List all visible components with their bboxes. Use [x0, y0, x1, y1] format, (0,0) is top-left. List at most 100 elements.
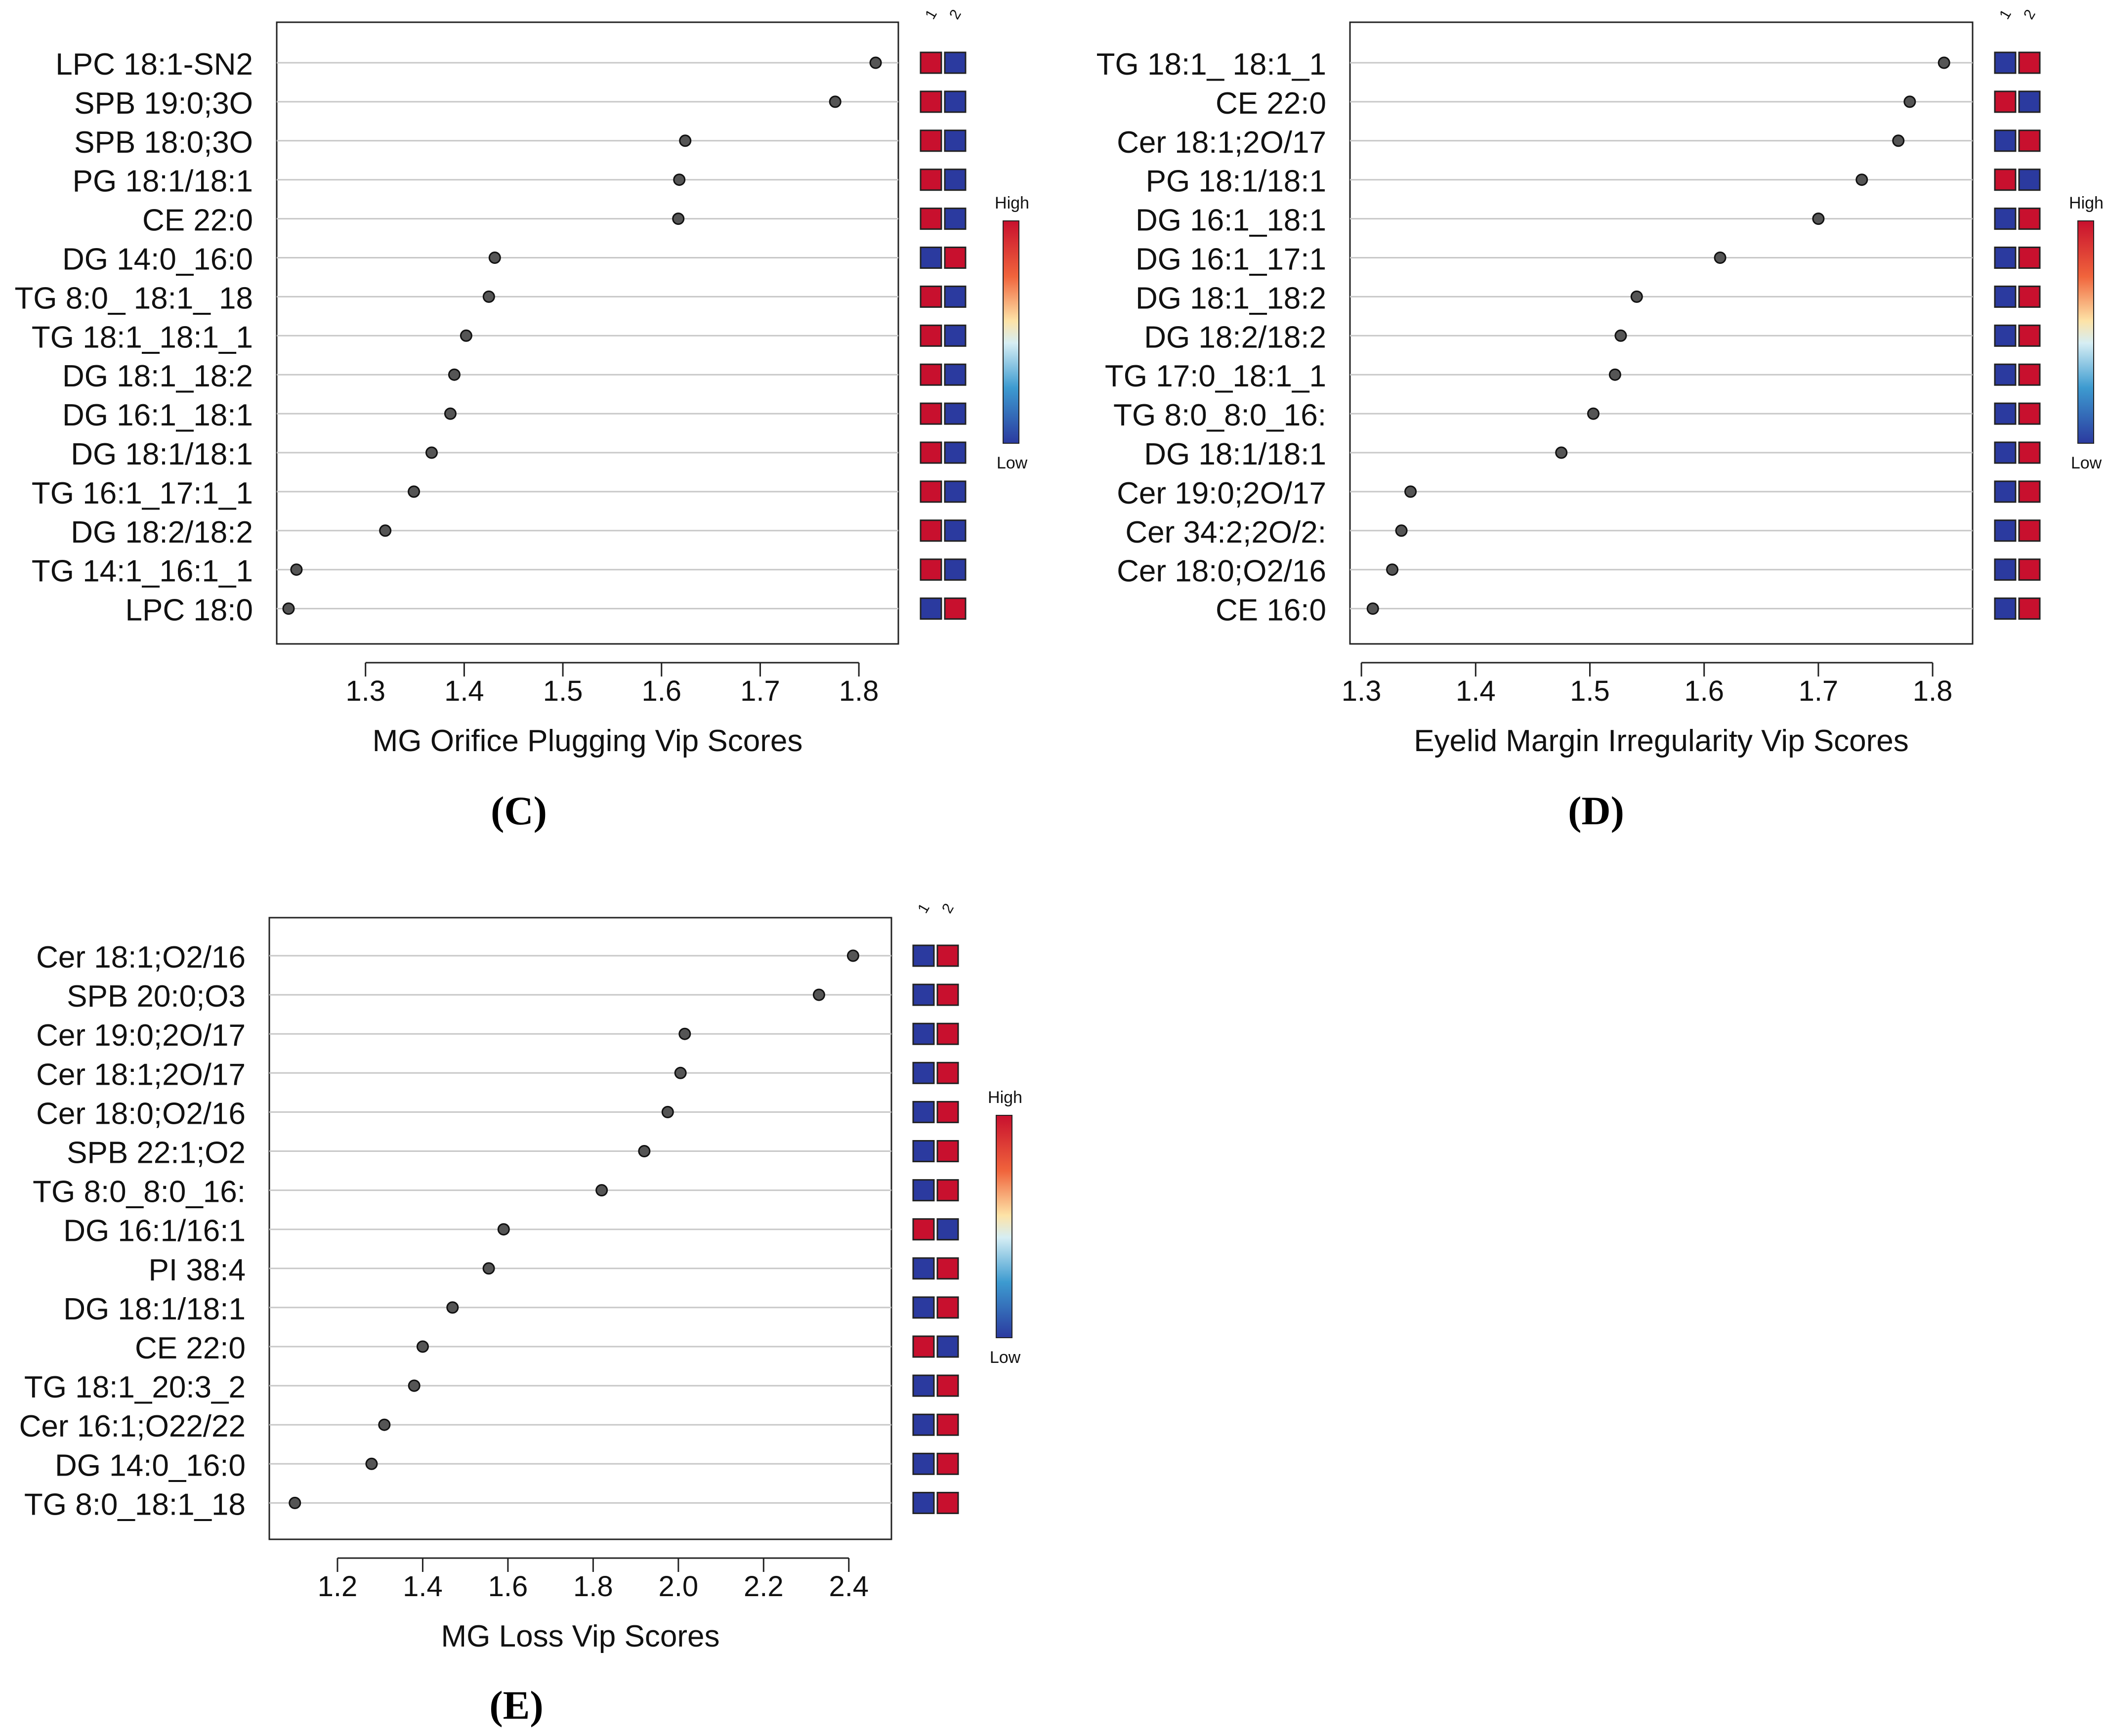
- row-label: Cer 18:0;O2/16: [1117, 554, 1326, 589]
- legend-high-label: High: [988, 1088, 1022, 1107]
- panel-e-chart: Cer 18:1;O2/16 SPB 20:0;O3 Cer 19:0;2O/17 C…: [19, 901, 1022, 1653]
- data-point: [678, 1027, 691, 1040]
- panel-label-e: (E): [489, 1683, 543, 1728]
- group-2-square: [936, 1061, 959, 1084]
- group-1-square: [1994, 285, 2017, 308]
- row-label: TG 14:1_16:1_1: [32, 554, 253, 589]
- group-2-square: [944, 597, 967, 620]
- group-1-square: [920, 90, 942, 113]
- group-2-square: [936, 1374, 959, 1397]
- group-2-square: [936, 1491, 959, 1514]
- group-2-square: [936, 1257, 959, 1280]
- panel-c-chart: LPC 18:1-SN2 SPB 19:0;3O SPB 18:0;3O PG 18:…: [14, 7, 1029, 758]
- x-tick-label: 1.3: [1342, 675, 1382, 707]
- data-point: [365, 1457, 378, 1470]
- row-label: DG 16:1_17:1: [1136, 243, 1326, 277]
- group-1-square: [912, 1179, 935, 1202]
- plot-frame: [1349, 21, 1974, 645]
- row-label: TG 8:0_8:0_16:: [1113, 398, 1326, 432]
- data-point: [416, 1340, 429, 1353]
- row-label: DG 18:1/18:1: [71, 437, 253, 471]
- group-2-square: [936, 1140, 959, 1162]
- data-point: [672, 212, 685, 225]
- group-1-square: [912, 944, 935, 967]
- group-1-square: [920, 208, 942, 230]
- data-point: [1938, 56, 1950, 69]
- group-2-square: [944, 51, 967, 74]
- group-2-square: [936, 1452, 959, 1475]
- row-label: DG 16:1/16:1: [63, 1214, 246, 1248]
- group-column-label: 2: [946, 7, 965, 22]
- group-1-square: [912, 1335, 935, 1358]
- data-point: [482, 290, 495, 303]
- group-1-square: [1994, 169, 2017, 191]
- group-1-square: [912, 983, 935, 1006]
- row-label: Cer 18:1;O2/16: [36, 940, 246, 974]
- data-point: [1714, 252, 1727, 264]
- row-label: SPB 18:0;3O: [74, 126, 253, 160]
- group-2-square: [944, 169, 967, 191]
- group-column-label: 1: [1996, 7, 2015, 22]
- row-label: CE 22:0: [142, 204, 253, 238]
- group-2-square: [944, 285, 967, 308]
- group-2-square: [936, 1335, 959, 1358]
- group-1-square: [1994, 597, 2017, 620]
- row-label: TG 8:0_8:0_16:: [33, 1175, 246, 1209]
- row-label: DG 18:2/18:2: [71, 515, 253, 550]
- group-2-square: [2018, 90, 2041, 113]
- group-1-square: [920, 441, 942, 464]
- x-tick-label: 1.7: [1799, 675, 1839, 707]
- data-point: [1366, 602, 1379, 615]
- x-tick-label: 2.4: [829, 1570, 869, 1603]
- data-point: [378, 1418, 391, 1431]
- row-label: SPB 19:0;3O: [74, 86, 253, 121]
- panel-label-d: (D): [1568, 788, 1624, 833]
- group-1-square: [1994, 247, 2017, 269]
- data-point: [1395, 524, 1408, 537]
- group-1-square: [912, 1101, 935, 1123]
- legend-high-label: High: [2069, 194, 2104, 212]
- group-2-square: [2018, 480, 2041, 503]
- row-label: TG 16:1_17:1_1: [32, 476, 253, 510]
- panel-d-chart: TG 18:1_ 18:1_1 CE 22:0 Cer 18:1;2O/17 PG 1…: [1096, 7, 2104, 758]
- x-tick-label: 1.4: [403, 1570, 443, 1603]
- row-label: TG 8:0_ 18:1_ 18: [14, 281, 253, 315]
- data-point: [595, 1184, 608, 1197]
- group-2-square: [2018, 519, 2041, 542]
- data-point: [1608, 368, 1621, 381]
- group-1-square: [912, 1022, 935, 1045]
- x-tick-label: 1.6: [488, 1570, 528, 1603]
- row-label: TG 18:1_ 18:1_1: [1096, 47, 1326, 82]
- group-2-square: [944, 480, 967, 503]
- row-label: Cer 18:1;2O/17: [36, 1058, 246, 1092]
- legend-low-label: Low: [2071, 454, 2102, 472]
- group-2-square: [2018, 597, 2041, 620]
- group-2-square: [2018, 208, 2041, 230]
- data-point: [1404, 485, 1417, 498]
- row-label: CE 16:0: [1216, 593, 1326, 628]
- data-point: [1386, 563, 1399, 576]
- group-1-square: [920, 129, 942, 152]
- data-point: [674, 1066, 687, 1079]
- data-point: [638, 1145, 651, 1157]
- row-label: DG 16:1_18:1: [62, 398, 253, 432]
- row-label: PG 18:1/18:1: [1146, 165, 1326, 199]
- row-label: TG 18:1_20:3_2: [24, 1370, 246, 1404]
- group-2-square: [936, 1101, 959, 1123]
- group-1-square: [912, 1296, 935, 1319]
- row-label: DG 14:0_16:0: [55, 1448, 246, 1482]
- group-1-square: [912, 1140, 935, 1162]
- row-label: TG 17:0_18:1_1: [1105, 359, 1326, 393]
- data-point: [679, 134, 692, 147]
- data-point: [460, 329, 472, 342]
- data-point: [1587, 407, 1600, 420]
- row-label: Cer 19:0;2O/17: [36, 1018, 246, 1053]
- x-tick-label: 2.0: [659, 1570, 699, 1603]
- group-2-square: [2018, 51, 2041, 74]
- group-1-square: [920, 169, 942, 191]
- group-1-square: [920, 51, 942, 74]
- group-column-label: 1: [922, 7, 940, 22]
- group-1-square: [1994, 51, 2017, 74]
- legend-low-label: Low: [990, 1348, 1021, 1367]
